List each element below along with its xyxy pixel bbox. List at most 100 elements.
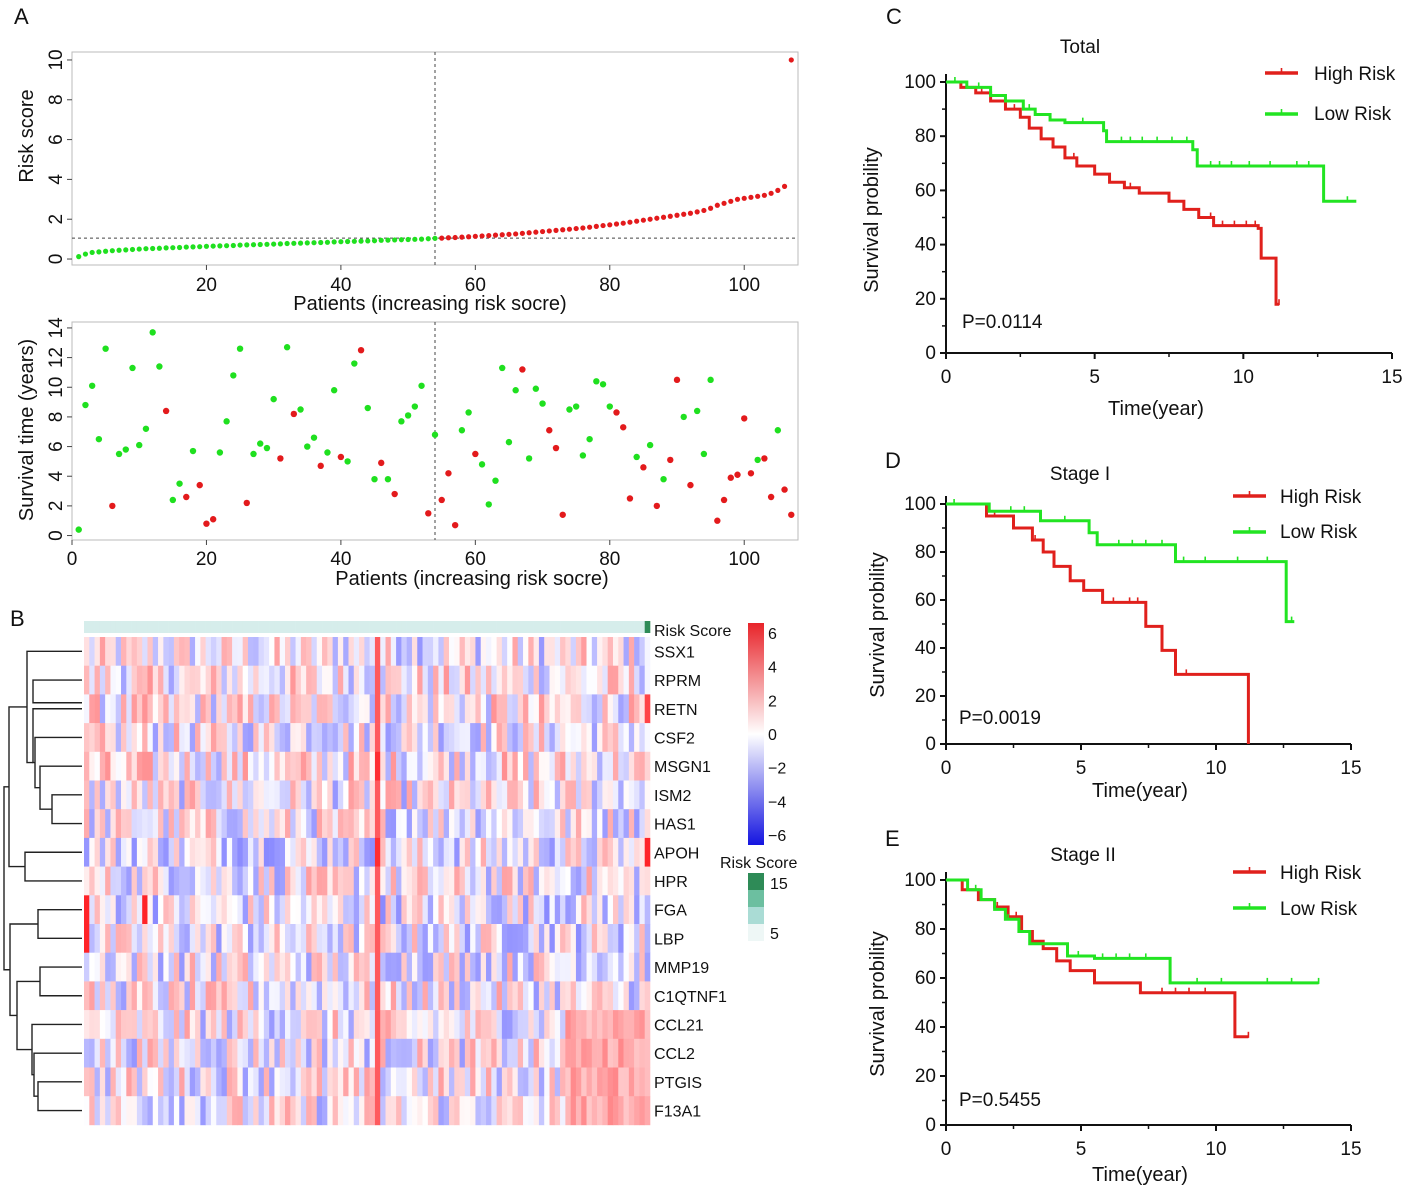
- heatmap-cell: [121, 895, 127, 925]
- heatmap-cell: [523, 1038, 529, 1068]
- heatmap-cell: [285, 637, 291, 666]
- heatmap-cell: [396, 837, 402, 867]
- heatmap-cell: [168, 780, 175, 810]
- heatmap-cell: [459, 1067, 466, 1097]
- heatmap-cell: [115, 981, 122, 1011]
- colorbar-tick-label: −4: [768, 794, 786, 811]
- heatmap-cell: [306, 1038, 312, 1068]
- heatmap-cell: [184, 866, 191, 896]
- heatmap-cell: [634, 895, 640, 925]
- heatmap-cell: [163, 665, 169, 695]
- heatmap-cell: [427, 895, 434, 925]
- heatmap-cell: [544, 1096, 550, 1126]
- heatmap-cell: [221, 895, 228, 925]
- heatmap-cell: [221, 723, 228, 753]
- heatmap-cell: [348, 866, 355, 896]
- heatmap-cell: [232, 1096, 238, 1126]
- heatmap-cell: [195, 809, 201, 839]
- heatmap-cell: [634, 1010, 640, 1040]
- heatmap-cell: [247, 637, 254, 666]
- risk-annotation-cell: [597, 621, 603, 633]
- heatmap-cell: [560, 1096, 566, 1126]
- heatmap-cell: [115, 723, 122, 753]
- heatmap-cell: [448, 723, 455, 753]
- heatmap-cell: [618, 665, 624, 695]
- heatmap-cell: [634, 751, 640, 781]
- heatmap-cell: [523, 809, 529, 839]
- heatmap-cell: [523, 694, 529, 724]
- heatmap-cell: [353, 837, 360, 867]
- heatmap-cell: [184, 694, 191, 724]
- heatmap-cell: [591, 866, 598, 896]
- heatmap-cell: [628, 780, 635, 810]
- heatmap-cell: [316, 981, 323, 1011]
- heatmap-cell: [602, 1038, 608, 1068]
- heatmap-cell: [639, 981, 646, 1011]
- heatmap-cell: [597, 1096, 603, 1126]
- heatmap-cell: [232, 723, 238, 753]
- risk-point: [768, 190, 774, 196]
- risk-annotation-cell: [316, 621, 323, 633]
- heatmap-cell: [507, 809, 513, 839]
- heatmap-cell: [549, 895, 556, 925]
- heatmap-cell: [554, 924, 561, 953]
- heatmap-cell: [327, 637, 333, 666]
- heatmap-cell: [602, 751, 608, 781]
- heatmap-cell: [454, 1067, 460, 1097]
- gene-label: RETN: [654, 702, 698, 719]
- heatmap-cell: [184, 723, 191, 753]
- heatmap-cell: [422, 895, 429, 925]
- heatmap-cell: [110, 723, 117, 753]
- heatmap-cell: [322, 866, 328, 896]
- heatmap-cell: [300, 637, 307, 666]
- heatmap-cell: [348, 637, 355, 666]
- heatmap-cell: [343, 1096, 349, 1126]
- heatmap-cell: [200, 780, 206, 810]
- heatmap-cell: [486, 723, 492, 753]
- risk-annotation-cell: [470, 621, 476, 633]
- heatmap-cell: [369, 723, 376, 753]
- risk-point: [728, 198, 734, 204]
- heatmap-cell: [401, 895, 407, 925]
- heatmap-cell: [89, 1038, 95, 1068]
- heatmap-cell: [401, 1010, 407, 1040]
- heatmap-cell: [560, 694, 566, 724]
- risk-annotation-cell: [523, 621, 529, 633]
- heatmap-cell: [385, 809, 392, 839]
- heatmap-cell: [300, 866, 307, 896]
- heatmap-cell: [390, 866, 397, 896]
- heatmap-cell: [507, 723, 513, 753]
- km-y-tick-label: 0: [925, 343, 936, 364]
- dead-point: [546, 427, 553, 434]
- heatmap-cell: [279, 665, 286, 695]
- risk-point: [439, 235, 445, 241]
- heatmap-cell: [496, 637, 503, 666]
- heatmap-cell: [634, 1096, 640, 1126]
- heatmap-cell: [242, 924, 249, 953]
- heatmap-cell: [538, 809, 545, 839]
- heatmap-cell: [581, 1010, 587, 1040]
- heatmap-cell: [269, 637, 275, 666]
- heatmap-cell: [300, 665, 307, 695]
- heatmap-cell: [448, 1067, 455, 1097]
- heatmap-cell: [263, 837, 270, 867]
- heatmap-cell: [565, 895, 571, 925]
- km-x-tick-label: 0: [941, 1139, 952, 1160]
- heatmap-cell: [507, 1010, 513, 1040]
- heatmap-cell: [84, 809, 90, 839]
- heatmap-cell: [507, 981, 513, 1011]
- heatmap-cell: [374, 895, 381, 925]
- heatmap-cell: [343, 809, 349, 839]
- heatmap-cell: [158, 780, 164, 810]
- km-y-tick-label: 40: [915, 235, 936, 256]
- heatmap-cell: [121, 1096, 127, 1126]
- risk-point: [311, 240, 317, 246]
- heatmap-cell: [121, 1010, 127, 1040]
- risk-point: [721, 200, 727, 206]
- risk-point: [580, 225, 586, 231]
- risk-annotation-cell: [142, 621, 148, 633]
- dendrogram-branch: [32, 708, 82, 764]
- heatmap-cell: [89, 694, 95, 724]
- heatmap-cell: [581, 1067, 587, 1097]
- heatmap-cell: [359, 1096, 365, 1126]
